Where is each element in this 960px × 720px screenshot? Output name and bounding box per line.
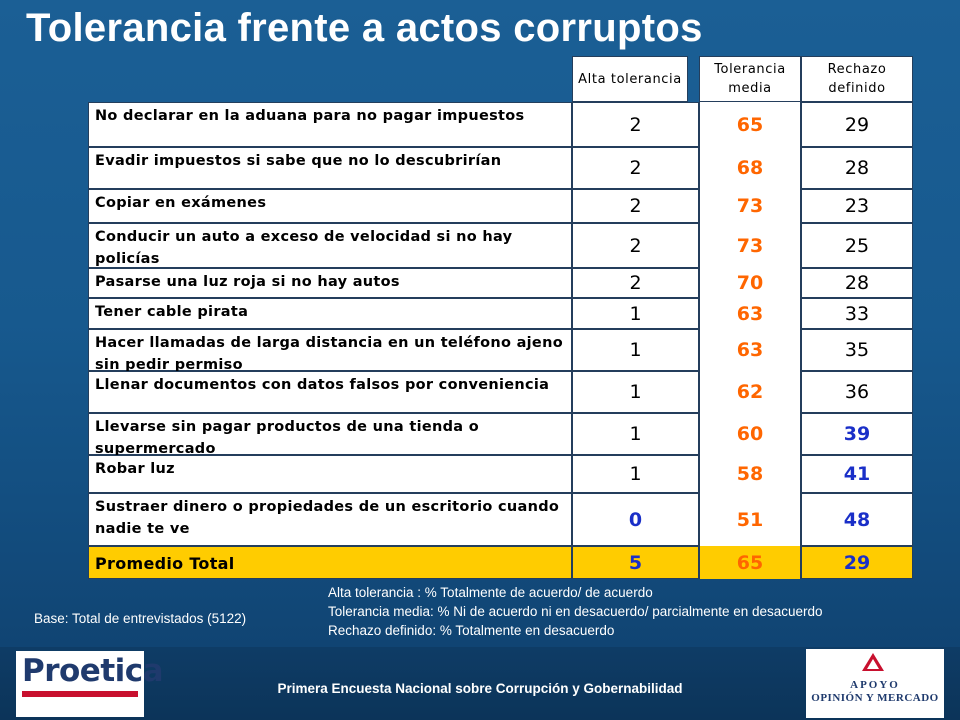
cell-media: 60 (699, 413, 801, 455)
row-label: Conducir un auto a exceso de velocidad s… (88, 223, 572, 268)
row-label: Hacer llamadas de larga distancia en un … (88, 329, 572, 373)
row-label: No declarar en la aduana para no pagar i… (88, 102, 572, 147)
row-label: Llevarse sin pagar productos de una tien… (88, 413, 572, 457)
legend-line-media: Tolerancia media: % Ni de acuerdo ni en … (328, 604, 823, 619)
cell-rechazo: 39 (801, 413, 913, 455)
cell-alta: 2 (572, 147, 699, 189)
cell-media: 58 (699, 455, 801, 493)
apoyo-logo: APOYO OPINIÓN Y MERCADO (806, 649, 944, 718)
cell-alta: 1 (572, 413, 699, 455)
cell-rechazo: 36 (801, 371, 913, 413)
row-label: Pasarse una luz roja si no hay autos (88, 268, 572, 298)
legend-line-rechazo: Rechazo definido: % Totalmente en desacu… (328, 623, 615, 638)
cell-media: 65 (699, 546, 801, 579)
cell-media: 70 (699, 268, 801, 298)
cell-alta: 2 (572, 223, 699, 268)
cell-alta: 1 (572, 455, 699, 493)
legend: Alta tolerancia : % Totalmente de acuerd… (328, 583, 823, 640)
cell-media: 51 (699, 493, 801, 546)
cell-media: 73 (699, 223, 801, 268)
proetica-wordmark: Proetica (22, 653, 164, 689)
row-label: Sustraer dinero o propiedades de un escr… (88, 493, 572, 546)
apoyo-mark-icon (862, 653, 884, 671)
cell-rechazo: 35 (801, 329, 913, 371)
row-label: Tener cable pirata (88, 298, 572, 329)
cell-alta: 2 (572, 189, 699, 223)
cell-rechazo: 29 (801, 546, 913, 579)
header-rechazo-definido: Rechazo definido (801, 56, 913, 102)
cell-media: 65 (699, 102, 801, 147)
proetica-tagline-bar (22, 691, 138, 697)
apoyo-line1: APOYO (850, 679, 900, 691)
row-label: Promedio Total (88, 546, 572, 579)
row-label: Llenar documentos con datos falsos por c… (88, 371, 572, 413)
row-label: Evadir impuestos si sabe que no lo descu… (88, 147, 572, 189)
footer-title: Primera Encuesta Nacional sobre Corrupci… (277, 681, 683, 696)
row-label: Copiar en exámenes (88, 189, 572, 223)
cell-alta: 5 (572, 546, 699, 579)
slide-title: Tolerancia frente a actos corruptos (26, 6, 703, 50)
cell-rechazo: 29 (801, 102, 913, 147)
results-table: Alta tolerancia Tolerancia media Rechazo… (88, 56, 913, 579)
base-note: Base: Total de entrevistados (5122) (34, 611, 247, 626)
row-label: Robar luz (88, 455, 572, 493)
cell-rechazo: 28 (801, 268, 913, 298)
cell-rechazo: 48 (801, 493, 913, 546)
proetica-logo: Proetica (16, 651, 164, 717)
cell-rechazo: 23 (801, 189, 913, 223)
cell-rechazo: 41 (801, 455, 913, 493)
cell-media: 73 (699, 189, 801, 223)
cell-alta: 0 (572, 493, 699, 546)
cell-rechazo: 33 (801, 298, 913, 329)
header-tolerancia-media: Tolerancia media (699, 56, 801, 102)
cell-alta: 1 (572, 298, 699, 329)
footer-band (0, 647, 960, 720)
cell-media: 68 (699, 147, 801, 189)
header-alta-tolerancia: Alta tolerancia (572, 56, 688, 102)
cell-alta: 2 (572, 268, 699, 298)
cell-media: 62 (699, 371, 801, 413)
cell-rechazo: 25 (801, 223, 913, 268)
cell-media: 63 (699, 298, 801, 329)
cell-rechazo: 28 (801, 147, 913, 189)
apoyo-line2: OPINIÓN Y MERCADO (811, 692, 939, 704)
legend-line-alta: Alta tolerancia : % Totalmente de acuerd… (328, 585, 653, 600)
cell-alta: 1 (572, 329, 699, 371)
cell-alta: 1 (572, 371, 699, 413)
cell-alta: 2 (572, 102, 699, 147)
cell-media: 63 (699, 329, 801, 371)
